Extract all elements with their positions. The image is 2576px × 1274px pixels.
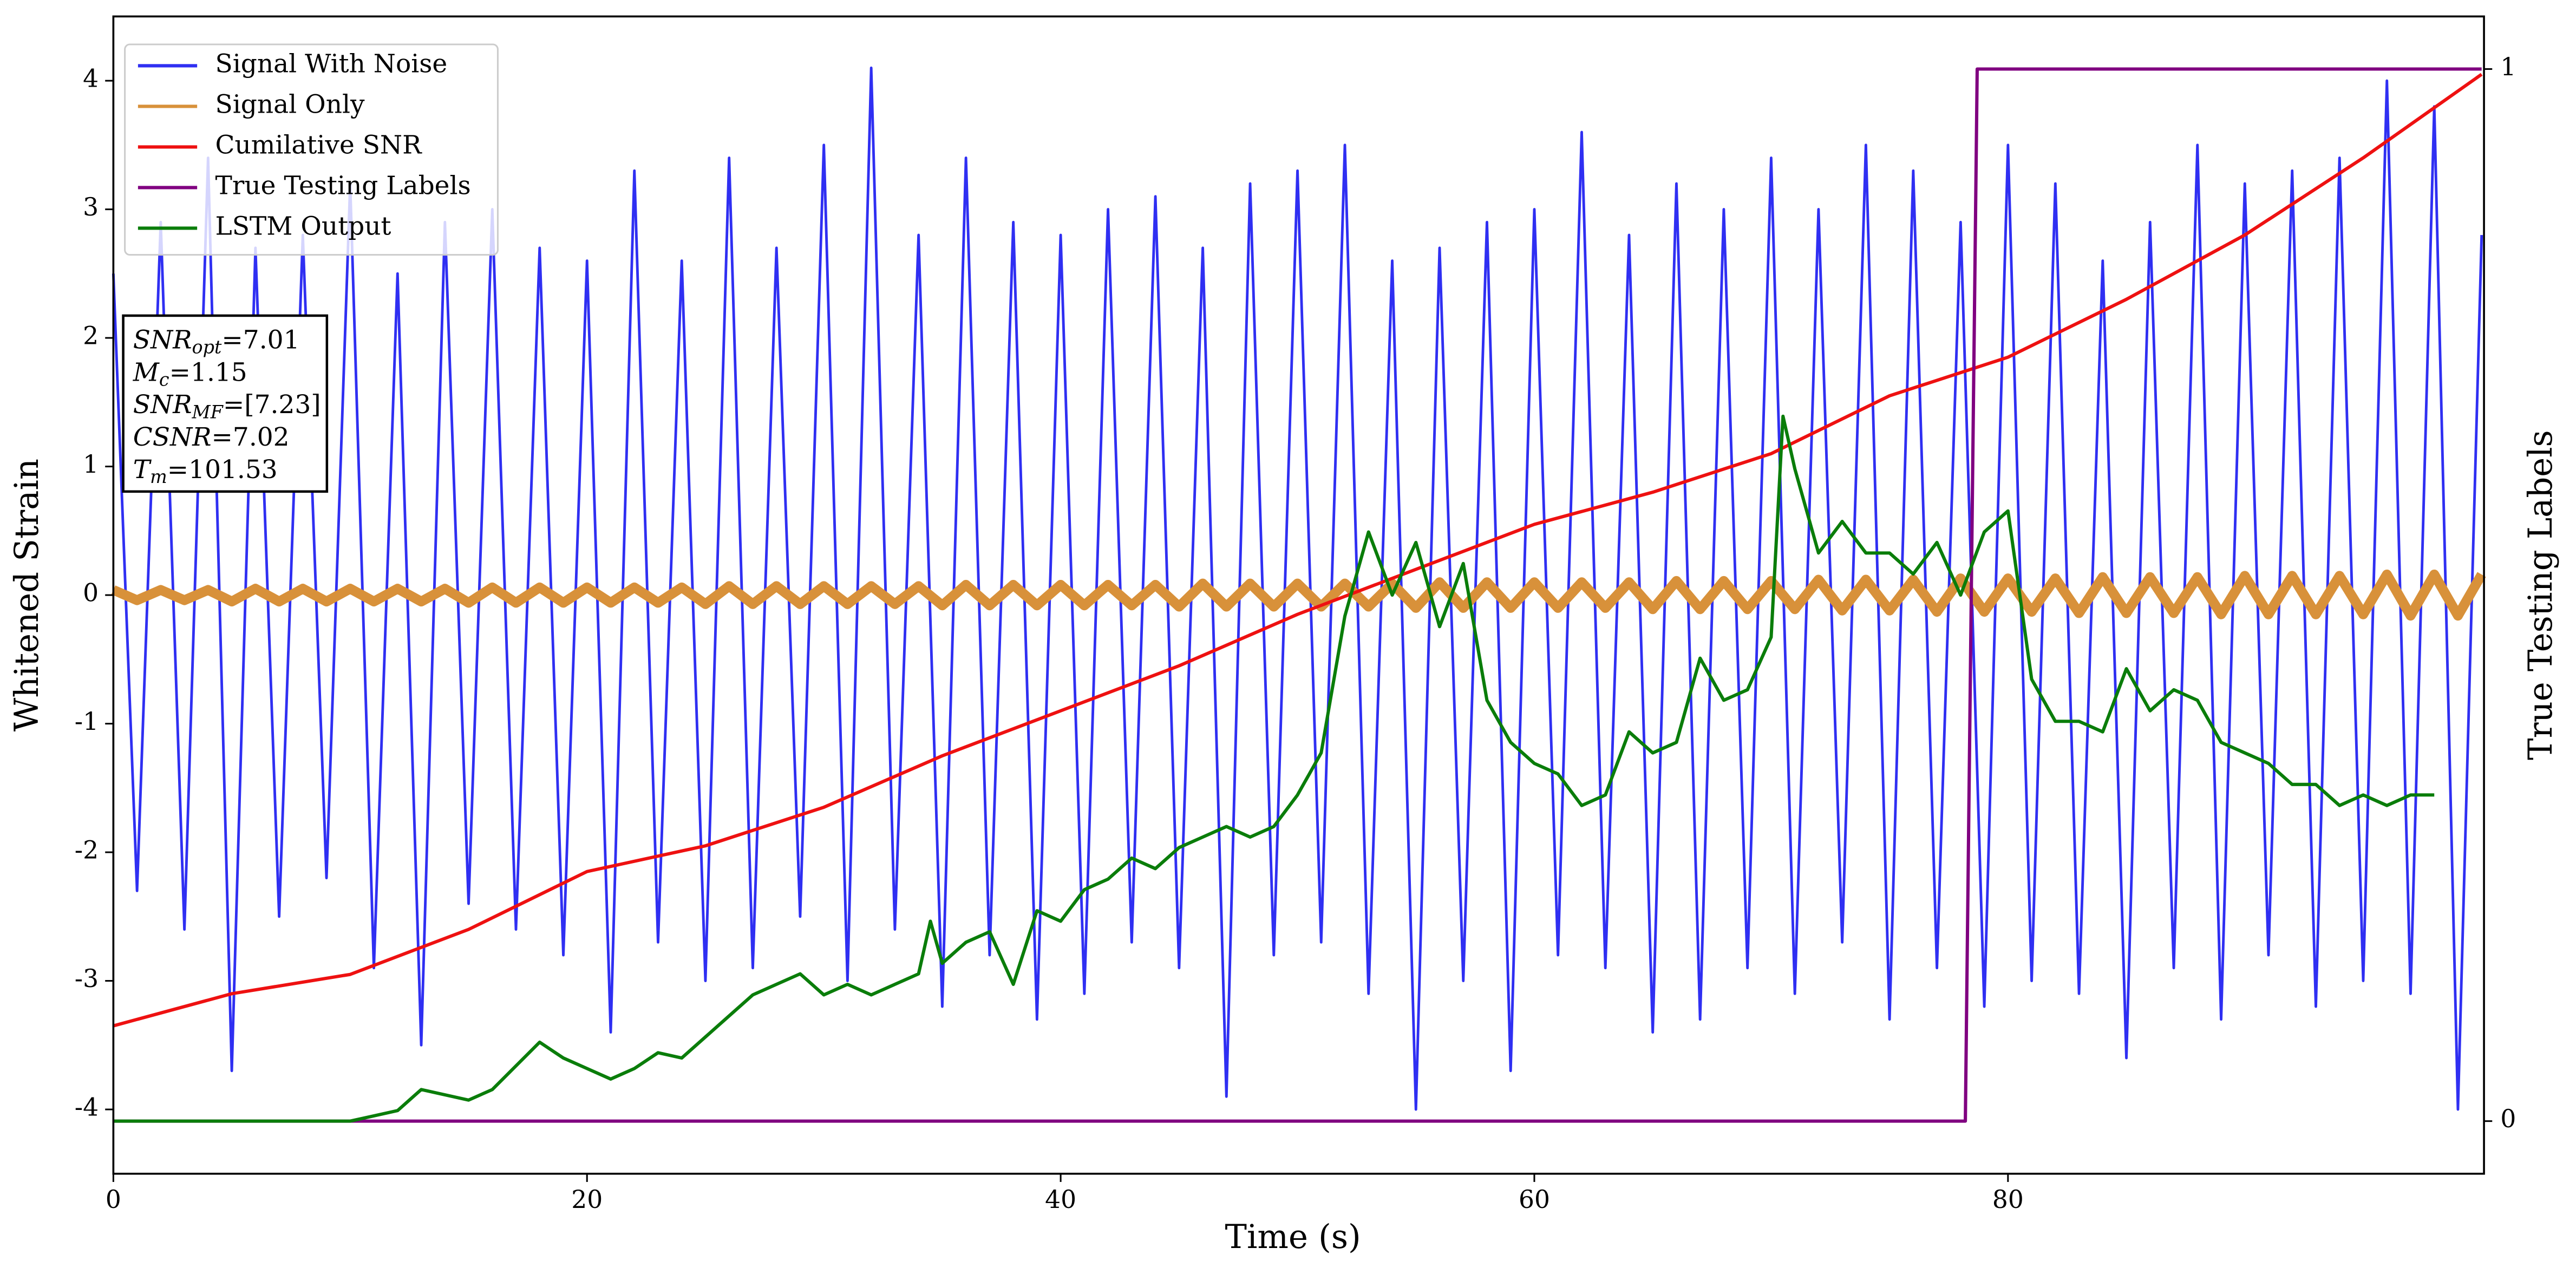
y-tick-label: -3 bbox=[75, 964, 99, 993]
annotation-value: =101.53 bbox=[167, 455, 278, 485]
annotation-subscript: c bbox=[159, 369, 169, 390]
y-tick-label: 4 bbox=[83, 64, 99, 93]
x-axis-label: Time (s) bbox=[1225, 1218, 1361, 1256]
legend-label: Cumilative SNR bbox=[215, 130, 423, 160]
series-line bbox=[113, 67, 2482, 1123]
y-tick-label: 0 bbox=[83, 579, 99, 607]
x-tick-label: 80 bbox=[1992, 1185, 2024, 1214]
legend-label: Signal With Noise bbox=[215, 49, 448, 79]
x-tick-label: 20 bbox=[571, 1185, 603, 1214]
annotation-symbol: SNR bbox=[133, 390, 192, 420]
annotation-line: SNRopt=7.01 bbox=[133, 325, 300, 358]
annotation-line: SNRMF=[7.23] bbox=[133, 390, 321, 422]
annotation-line: Mc=1.15 bbox=[133, 357, 247, 390]
legend-box bbox=[124, 43, 499, 256]
annotation-subscript: opt bbox=[192, 337, 222, 358]
annotation-subscript: m bbox=[150, 466, 167, 487]
plot-area bbox=[111, 66, 2486, 1123]
y2-axis-label: True Testing Labels bbox=[2522, 430, 2560, 760]
y-tick-label: 2 bbox=[83, 322, 99, 350]
y-axis-label: Whitened Strain bbox=[8, 459, 46, 731]
y2-tick-label: 1 bbox=[2500, 53, 2516, 81]
y-tick-label: -4 bbox=[75, 1093, 99, 1122]
annotation-box bbox=[122, 314, 329, 493]
annotation-symbol: CSNR bbox=[133, 422, 212, 452]
x-tick-label: 0 bbox=[106, 1185, 121, 1214]
y-tick-label: 1 bbox=[83, 450, 99, 479]
legend-label: Signal Only bbox=[215, 89, 365, 119]
y-tick-label: -2 bbox=[75, 836, 99, 865]
series-line bbox=[111, 569, 2486, 621]
annotation-symbol: M bbox=[133, 357, 160, 387]
x-tick-label: 40 bbox=[1045, 1185, 1076, 1214]
annotation-value: =7.02 bbox=[212, 422, 290, 452]
y-tick-label: -1 bbox=[75, 707, 99, 736]
series-line bbox=[112, 66, 2483, 1111]
annotation: SNRopt=7.01Mc=1.15SNRMF=[7.23]CSNR=7.02T… bbox=[122, 314, 329, 493]
y2-tick-label: 0 bbox=[2500, 1105, 2516, 1133]
annotation-value: =1.15 bbox=[169, 357, 247, 387]
annotation-subscript: MF bbox=[192, 401, 224, 422]
legend-label: True Testing Labels bbox=[215, 171, 471, 200]
annotation-line: CSNR=7.02 bbox=[133, 422, 290, 452]
annotation-value: =7.01 bbox=[221, 325, 299, 355]
annotation-symbol: SNR bbox=[133, 325, 192, 355]
x-tick-label: 60 bbox=[1519, 1185, 1550, 1214]
legend: Signal With Noise Signal Only Cumilative S… bbox=[124, 43, 499, 256]
legend-label: LSTM Output bbox=[215, 211, 391, 241]
series-line bbox=[113, 414, 2435, 1123]
annotation-symbol: T bbox=[133, 455, 152, 485]
y-tick-label: 3 bbox=[83, 193, 99, 221]
series-line bbox=[113, 73, 2483, 1028]
annotation-value: =[7.23] bbox=[223, 390, 321, 420]
annotation-line: Tm=101.53 bbox=[133, 455, 278, 487]
